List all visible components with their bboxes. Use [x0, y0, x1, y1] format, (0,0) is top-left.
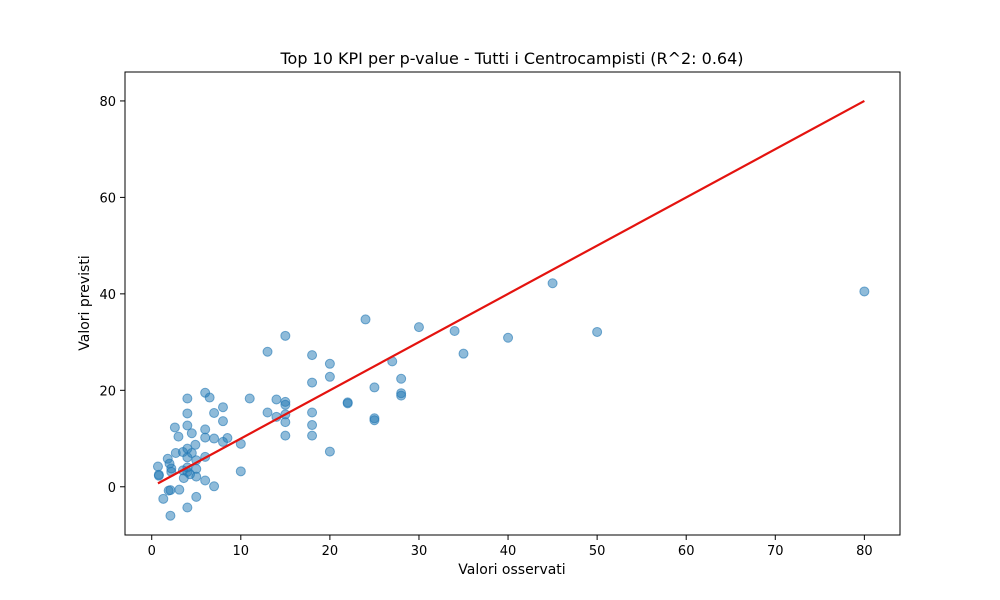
data-point	[191, 471, 202, 482]
data-point	[191, 491, 202, 502]
data-point	[173, 431, 184, 442]
x-axis-label: Valori osservati	[458, 562, 565, 578]
data-point	[280, 330, 291, 341]
data-point	[182, 393, 193, 404]
data-point	[186, 428, 197, 439]
y-tick-label: 20	[99, 384, 116, 399]
data-point	[200, 475, 211, 486]
data-point	[324, 446, 335, 457]
data-point	[182, 420, 193, 431]
data-point	[396, 390, 407, 401]
data-point	[209, 433, 220, 444]
data-point	[307, 350, 318, 361]
data-point	[244, 393, 255, 404]
data-point	[200, 424, 211, 435]
data-point	[165, 510, 176, 521]
data-point	[413, 322, 424, 333]
x-tick-label: 30	[411, 544, 428, 559]
data-point	[547, 278, 558, 289]
data-point	[458, 348, 469, 359]
data-point	[396, 373, 407, 384]
data-point	[169, 422, 180, 433]
data-point	[324, 371, 335, 382]
x-tick-label: 20	[322, 544, 339, 559]
data-point	[209, 407, 220, 418]
y-tick-label: 40	[99, 288, 116, 303]
data-point	[182, 408, 193, 419]
x-tick-label: 70	[767, 544, 784, 559]
data-point	[859, 286, 870, 297]
x-tick-label: 10	[233, 544, 250, 559]
data-point	[307, 420, 318, 431]
data-point	[342, 398, 353, 409]
data-point	[307, 407, 318, 418]
data-point	[152, 461, 163, 472]
data-point	[200, 432, 211, 443]
plot-frame	[124, 71, 901, 536]
data-point	[209, 481, 220, 492]
data-point	[360, 314, 371, 325]
data-point	[217, 402, 228, 413]
data-point	[592, 326, 603, 337]
data-points	[152, 278, 870, 521]
data-point	[235, 466, 246, 477]
data-point	[369, 415, 380, 426]
fit-line-group	[157, 99, 865, 485]
data-point	[369, 382, 380, 393]
data-point	[449, 325, 460, 336]
data-point	[182, 502, 193, 513]
data-point	[262, 346, 273, 357]
data-point	[280, 430, 291, 441]
y-axis-label: Valori previsti	[77, 255, 93, 350]
data-point	[280, 399, 291, 410]
data-point	[262, 407, 273, 418]
fit-line	[157, 99, 865, 485]
data-point	[153, 470, 164, 481]
data-point	[204, 392, 215, 403]
data-point	[190, 439, 201, 450]
y-tick-label: 80	[99, 95, 116, 110]
data-point	[280, 417, 291, 428]
chart-title: Top 10 KPI per p-value - Tutti i Centroc…	[279, 49, 743, 68]
data-point	[307, 377, 318, 388]
data-point	[217, 416, 228, 427]
data-point	[165, 485, 176, 496]
data-point	[307, 430, 318, 441]
data-point	[324, 358, 335, 369]
y-axis: 0 20 40 60 80	[99, 95, 125, 496]
x-tick-label: 0	[148, 544, 156, 559]
x-tick-label: 60	[678, 544, 695, 559]
data-point	[174, 484, 185, 495]
data-point	[503, 332, 514, 343]
x-axis: 0 10 20 30 40 50 60 70 80	[148, 535, 873, 559]
data-point	[158, 493, 169, 504]
x-tick-label: 40	[500, 544, 517, 559]
y-tick-label: 60	[99, 191, 116, 206]
data-point	[222, 433, 233, 444]
x-tick-label: 50	[589, 544, 606, 559]
data-point	[271, 394, 282, 405]
y-tick-label: 0	[108, 481, 116, 496]
data-point	[186, 448, 197, 459]
x-tick-label: 80	[856, 544, 873, 559]
